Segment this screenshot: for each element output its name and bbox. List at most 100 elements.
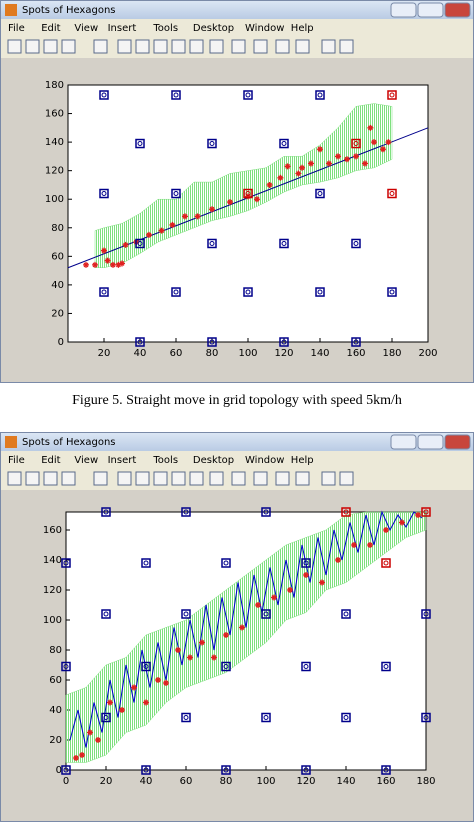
toolbar-button[interactable] <box>7 39 22 54</box>
toolbar-button[interactable] <box>209 39 224 54</box>
minimize-button[interactable] <box>390 2 417 18</box>
toolbar-button[interactable] <box>117 471 132 486</box>
hexagon-node <box>301 661 311 672</box>
x-tick-label: 120 <box>296 776 315 787</box>
toolbar-button[interactable] <box>171 471 186 486</box>
node-circle <box>209 339 215 345</box>
position-marker <box>122 241 129 248</box>
hexagon-node <box>101 507 111 517</box>
menu-item[interactable]: Tools <box>152 23 178 34</box>
toolbar-button[interactable] <box>93 471 108 486</box>
hexagon-node <box>387 188 397 199</box>
toolbar-button[interactable] <box>339 471 354 486</box>
close-button[interactable] <box>444 434 471 450</box>
toolbar-button[interactable] <box>43 471 58 486</box>
toolbar-button[interactable] <box>253 39 268 54</box>
menu-item[interactable]: Desktop <box>193 23 234 34</box>
node-circle <box>209 240 215 246</box>
toolbar-button[interactable] <box>7 471 22 486</box>
menu-item[interactable]: File <box>8 455 25 466</box>
y-tick-label: 60 <box>51 251 64 262</box>
toolbar-button[interactable] <box>295 471 310 486</box>
x-tick-label: 140 <box>310 348 329 359</box>
maximize-button[interactable] <box>417 434 444 450</box>
menu-item[interactable]: File <box>8 23 25 34</box>
node-square <box>341 609 351 619</box>
minimize-button[interactable] <box>390 434 417 450</box>
hexagon-node <box>315 188 325 199</box>
node-square <box>243 188 253 199</box>
menu-item[interactable]: Insert <box>108 455 137 466</box>
node-square <box>99 90 109 100</box>
toolbar-button[interactable] <box>25 471 40 486</box>
menu-item[interactable]: Edit <box>41 455 60 466</box>
toolbar-button[interactable] <box>231 471 246 486</box>
node-circle <box>317 191 323 197</box>
node-square <box>351 337 361 347</box>
hexagon-node <box>279 238 289 249</box>
node-circle <box>317 289 323 295</box>
toolbar-button[interactable] <box>189 39 204 54</box>
toolbar-button[interactable] <box>61 471 76 486</box>
menu-item[interactable]: Help <box>291 455 314 466</box>
menu-item[interactable]: Help <box>291 23 314 34</box>
node-square <box>171 188 181 199</box>
maximize-button[interactable] <box>417 2 444 18</box>
hexagon-node <box>243 287 253 297</box>
node-circle <box>183 611 189 617</box>
toolbar-button[interactable] <box>209 471 224 486</box>
toolbar-button[interactable] <box>117 39 132 54</box>
toolbar-button[interactable] <box>321 471 336 486</box>
position-marker <box>104 257 111 264</box>
toolbar-button[interactable] <box>61 39 76 54</box>
menu-item[interactable]: Desktop <box>193 455 234 466</box>
hexagon-node <box>261 507 271 517</box>
node-circle <box>223 664 229 669</box>
toolbar-button[interactable] <box>189 471 204 486</box>
toolbar-button[interactable] <box>153 471 168 486</box>
x-tick-label: 100 <box>256 776 275 787</box>
node-square <box>301 558 311 568</box>
node-square <box>99 188 109 199</box>
position-marker <box>351 542 357 548</box>
position-marker <box>353 153 359 160</box>
close-button[interactable] <box>444 2 471 18</box>
toolbar-button[interactable] <box>153 39 168 54</box>
menu-item[interactable]: Tools <box>152 455 178 466</box>
node-circle <box>343 509 349 515</box>
toolbar-button[interactable] <box>253 471 268 486</box>
hexagon-node <box>171 188 181 199</box>
hexagon-node <box>387 90 397 100</box>
toolbar-button[interactable] <box>43 39 58 54</box>
menu-item[interactable]: Window <box>245 23 284 34</box>
toolbar-button[interactable] <box>295 39 310 54</box>
y-tick-label: 140 <box>45 137 64 148</box>
trajectory-line <box>69 510 423 748</box>
toolbar-button[interactable] <box>321 39 336 54</box>
position-marker <box>95 737 101 743</box>
position-marker <box>295 170 302 177</box>
menu-item[interactable]: Window <box>245 455 284 466</box>
toolbar-button[interactable] <box>135 471 150 486</box>
toolbar-button[interactable] <box>171 39 186 54</box>
menu-item[interactable]: View <box>74 455 98 466</box>
position-marker <box>110 261 116 268</box>
toolbar-button[interactable] <box>275 471 290 486</box>
toolbar-button[interactable] <box>275 39 290 54</box>
hexagon-node <box>351 337 361 347</box>
node-circle <box>281 240 287 246</box>
menu-item[interactable]: Insert <box>108 23 137 34</box>
position-marker <box>199 639 205 646</box>
toolbar-button[interactable] <box>25 39 40 54</box>
toolbar-button[interactable] <box>135 39 150 54</box>
menu-item[interactable]: View <box>74 23 98 34</box>
menu-item[interactable]: Edit <box>41 23 60 34</box>
node-square <box>279 138 289 149</box>
node-circle <box>245 289 251 295</box>
position-marker <box>119 707 125 713</box>
toolbar-button[interactable] <box>231 39 246 54</box>
node-square <box>381 558 391 568</box>
toolbar-button[interactable] <box>93 39 108 54</box>
position-marker <box>319 579 325 586</box>
toolbar-button[interactable] <box>339 39 354 54</box>
